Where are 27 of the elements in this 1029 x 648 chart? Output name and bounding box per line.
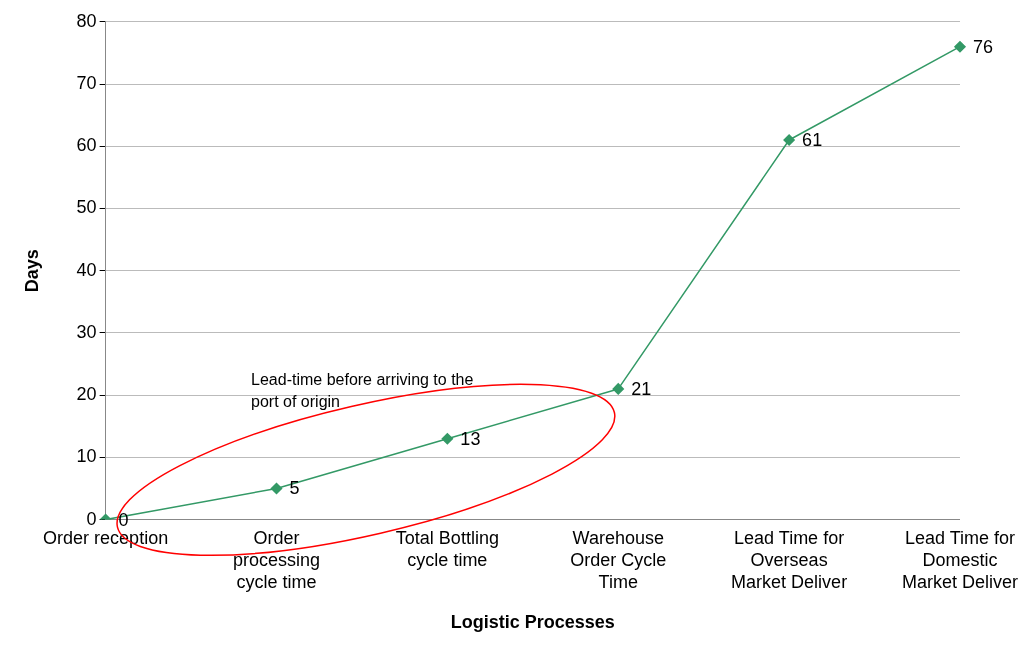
data-label: 5 (289, 478, 300, 499)
x-tick-label: Total Bottling cycle time (395, 528, 499, 570)
data-label: 13 (460, 428, 481, 449)
annotation: Lead-time before arriving to the port of origin (251, 370, 474, 410)
y-tick-label: 60 (76, 135, 97, 156)
y-tick-label: 70 (76, 72, 97, 93)
data-label: 76 (972, 36, 994, 57)
point (441, 432, 454, 445)
data-label: 21 (631, 378, 652, 399)
point (954, 40, 966, 53)
data-label: 61 (802, 130, 823, 150)
y-tick-label: 0 (86, 508, 97, 529)
y-tick-label: 30 (76, 321, 97, 342)
point (783, 134, 795, 146)
y-tick-label: 20 (76, 384, 97, 405)
y-tick-label: 80 (76, 10, 97, 31)
y-tick-label: 50 (76, 197, 97, 218)
y-axis-title: Days (21, 249, 42, 293)
x-tick-label: Warehouse Order Cycle Time (570, 528, 667, 592)
point (270, 482, 283, 495)
x-axis-title: Logistic Processes (450, 612, 615, 633)
x-tick-label: Order processing cycle time (232, 528, 321, 592)
y-tick-label: 40 (76, 259, 97, 280)
x-tick-label: Lead Time for Domestic Market Deliver (901, 528, 1018, 592)
x-tick-label: Lead Time for Overseas Market Deliver (731, 528, 848, 592)
y-tick-label: 10 (76, 446, 97, 467)
point (612, 383, 624, 395)
